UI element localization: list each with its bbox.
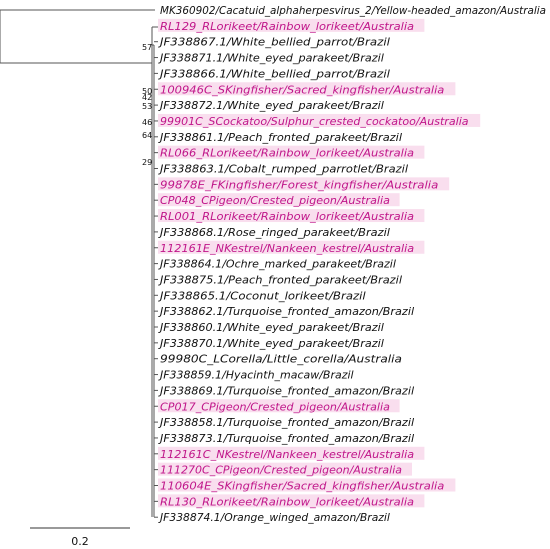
leaf-highlight-band — [158, 494, 425, 508]
leaf-label: JF338865.1/Coconut_lorikeet/Brazil — [158, 290, 366, 302]
leaf-label-layer: MK360902/Cacatuid_alphaherpesvirus_2/Yel… — [158, 5, 546, 524]
leaf-label: 112161E_NKestrel/Nankeen_kestrel/Austral… — [160, 243, 414, 255]
bootstrap-value: 57 — [142, 43, 152, 52]
leaf-label: CP017_CPigeon/Crested_pigeon/Australia — [160, 401, 390, 413]
leaf-label: JF338866.1/White_bellied_parrot/Brazil — [158, 68, 390, 80]
bootstrap-value: 64 — [142, 131, 152, 140]
leaf-highlight-band — [158, 462, 412, 476]
leaf-label: 100946C_SKingfisher/Sacred_kingfisher/Au… — [160, 84, 444, 96]
branch-layer — [0, 9, 158, 518]
leaf-highlight-band — [158, 113, 481, 127]
leaf-highlight-band — [158, 240, 425, 254]
leaf-label: JF338873.1/Turquoise_fronted_amazon/Braz… — [158, 433, 414, 445]
leaf-label: 99901C_SCockatoo/Sulphur_crested_cockato… — [160, 116, 469, 128]
leaf-label: MK360902/Cacatuid_alphaherpesvirus_2/Yel… — [160, 5, 546, 17]
leaf-label: JF338862.1/Turquoise_fronted_amazon/Braz… — [158, 306, 414, 318]
leaf-label: JF338875.1/Peach_fronted_parakeet/Brazil — [158, 274, 402, 286]
leaf-highlight-band — [158, 399, 400, 413]
leaf-label: CP048_CPigeon/Crested_pigeon/Australia — [160, 195, 390, 207]
bootstrap-value: 29 — [142, 158, 152, 167]
leaf-label: RL066_RLorikeet/Rainbow_lorikeet/Austral… — [160, 148, 414, 160]
leaf-label: 99980C_LCorella/Little_corella/Australia — [160, 354, 402, 366]
leaf-highlight-band — [158, 446, 425, 460]
leaf-highlight-band — [158, 145, 425, 159]
bootstrap-value: 53 — [142, 102, 152, 111]
leaf-label: RL129_RLorikeet/Rainbow_lorikeet/Austral… — [160, 21, 414, 33]
scale-bar: 0.2 — [30, 527, 130, 548]
leaf-highlight-band — [158, 82, 456, 96]
leaf-label: 111270C_CPigeon/Crested_pigeon/Australia — [160, 465, 402, 477]
leaf-label: JF338859.1/Hyacinth_macaw/Brazil — [158, 370, 354, 382]
leaf-label: JF338860.1/White_eyed_parakeet/Brazil — [158, 322, 384, 334]
leaf-label: JF338870.1/White_eyed_parakeet/Brazil — [158, 338, 384, 350]
leaf-label: 110604E_SKingfisher/Sacred_kingfisher/Au… — [160, 481, 444, 493]
leaf-highlight-band — [158, 18, 425, 32]
leaf-label: JF338871.1/White_eyed_parakeet/Brazil — [158, 53, 384, 65]
leaf-label: JF338863.1/Cobalt_rumped_parrotlet/Brazi… — [158, 164, 408, 176]
bootstrap-value: 42 — [142, 93, 152, 102]
highlight-layer — [158, 18, 481, 508]
bootstrap-layer: 57 50 42 53 46 64 29 — [142, 43, 152, 167]
leaf-label: JF338864.1/Ochre_marked_parakeet/Brazil — [158, 259, 396, 271]
leaf-label: JF338868.1/Rose_ringed_parakeet/Brazil — [158, 227, 390, 239]
leaf-label: 99878E_FKingfisher/Forest_kingfisher/Aus… — [160, 179, 438, 191]
leaf-label: JF338861.1/Peach_fronted_parakeet/Brazil — [158, 132, 402, 144]
leaf-label: JF338874.1/Orange_winged_amazon/Brazil — [158, 512, 390, 524]
leaf-highlight-band — [158, 478, 456, 492]
leaf-label: JF338858.1/Turquoise_fronted_amazon/Braz… — [158, 417, 414, 429]
bootstrap-value: 46 — [142, 118, 152, 127]
leaf-label: JF338867.1/White_bellied_parrot/Brazil — [158, 37, 390, 49]
leaf-label: RL001_RLorikeet/Rainbow_lorikeet/Austral… — [160, 211, 414, 223]
leaf-highlight-band — [158, 193, 400, 207]
scale-bar-label: 0.2 — [71, 535, 89, 548]
leaf-highlight-band — [158, 209, 425, 223]
leaf-label: JF338869.1/Turquoise_fronted_amazon/Braz… — [158, 385, 414, 397]
bootstrap-value: 50 — [142, 87, 152, 96]
leaf-label: 112161C_NKestrel/Nankeen_kestrel/Austral… — [160, 449, 414, 461]
leaf-highlight-band — [158, 177, 450, 191]
leaf-label: JF338872.1/White_eyed_parakeet/Brazil — [158, 100, 384, 112]
leaf-label: RL130_RLorikeet/Rainbow_lorikeet/Austral… — [160, 496, 414, 508]
